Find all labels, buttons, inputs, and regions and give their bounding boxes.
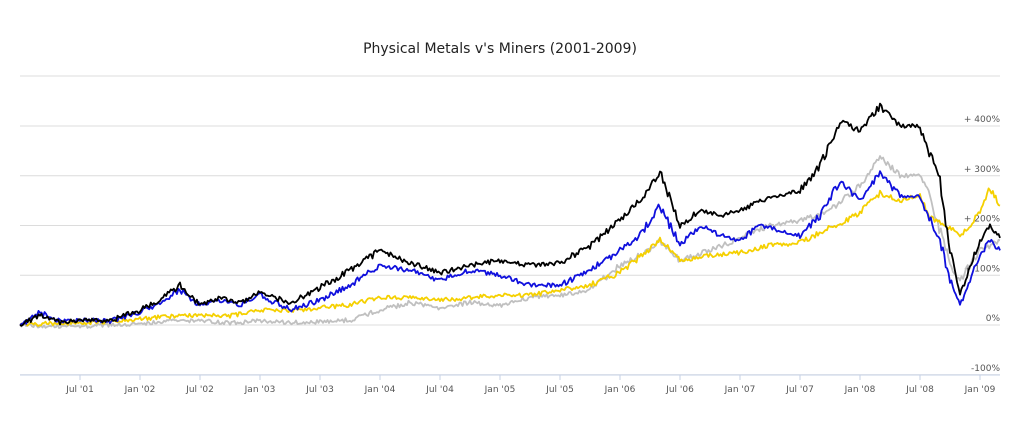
x-tick-label: Jan '05 xyxy=(484,385,516,395)
grid-layer xyxy=(20,75,1000,376)
x-tick-label: Jan '09 xyxy=(964,385,996,395)
series-line-1 xyxy=(19,155,1001,329)
x-tick-label: Jan '06 xyxy=(604,385,636,395)
x-tick-label: Jul '06 xyxy=(665,385,694,395)
y-tick-label: + 400% xyxy=(964,115,1001,125)
x-tick-label: Jan '03 xyxy=(244,385,276,395)
x-tick-label: Jul '03 xyxy=(305,385,334,395)
chart-title: Physical Metals v's Miners (2001-2009) xyxy=(363,41,637,57)
y-tick-label: + 100% xyxy=(964,264,1001,274)
y-axis: + 400% + 300% + 200% + 100% 0% -100% xyxy=(964,115,1001,374)
y-tick-label: + 200% xyxy=(964,215,1001,225)
series-line-2 xyxy=(19,187,1001,327)
y-tick-label: 0% xyxy=(986,314,1001,324)
x-tick-label: Jul '02 xyxy=(185,385,214,395)
y-tick-label: -100% xyxy=(971,364,1000,374)
x-tick-label: Jan '04 xyxy=(364,385,396,395)
x-tick-label: Jul '08 xyxy=(905,385,934,395)
y-tick-label: + 300% xyxy=(964,165,1001,175)
x-tick-label: Jan '02 xyxy=(124,385,156,395)
x-tick-label: Jul '07 xyxy=(785,385,814,395)
series-line-4 xyxy=(19,102,1001,327)
series-line-3 xyxy=(19,170,1001,326)
x-tick-label: Jan '08 xyxy=(844,385,876,395)
series-layer xyxy=(19,102,1001,329)
x-tick-label: Jul '04 xyxy=(425,385,454,395)
x-tick-label: Jul '05 xyxy=(545,385,574,395)
x-axis: Jul '01 Jan '02 Jul '02 Jan '03 Jul '03 Jan '… xyxy=(65,375,996,395)
x-tick-label: Jul '01 xyxy=(65,385,94,395)
x-tick-label: Jan '07 xyxy=(724,385,756,395)
